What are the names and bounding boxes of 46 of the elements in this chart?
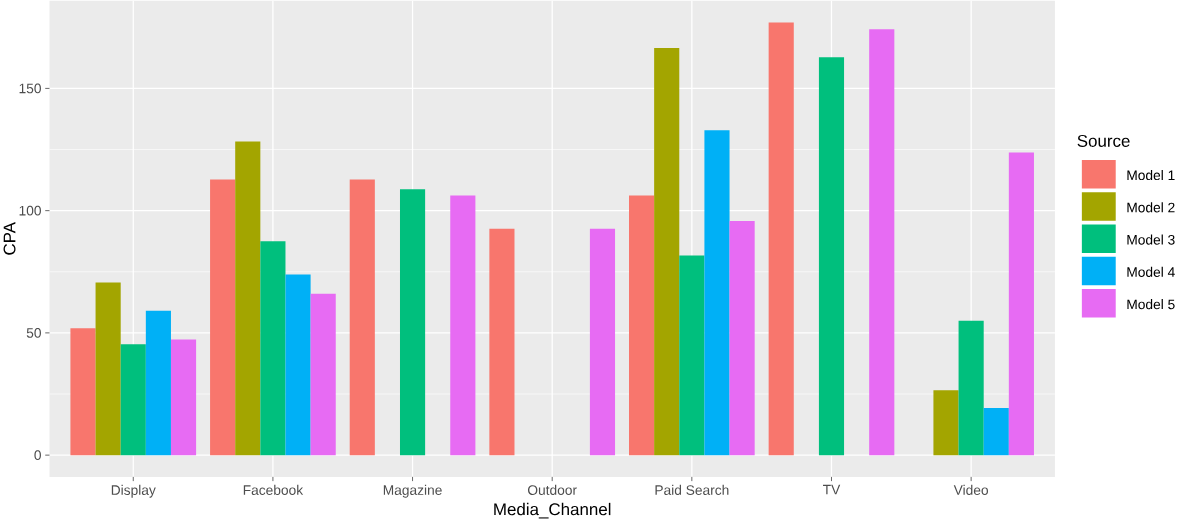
bar: [983, 407, 1009, 456]
bar: [260, 241, 286, 456]
bar: [450, 195, 476, 456]
y-tick-label: 100: [19, 205, 41, 216]
x-tick-label: Paid Search: [655, 484, 729, 495]
bar: [399, 189, 426, 456]
x-tick-label: Outdoor: [527, 484, 577, 495]
bar: [285, 274, 311, 456]
bar: [235, 141, 261, 456]
y-tick-label: 150: [19, 83, 41, 94]
bar: [958, 320, 984, 456]
legend-label: Model 5: [1127, 299, 1175, 310]
bar: [310, 293, 336, 456]
x-tick-label: Magazine: [383, 484, 442, 498]
legend-label: Model 3: [1127, 234, 1175, 245]
bar: [210, 179, 236, 456]
x-tick-label: TV: [823, 484, 841, 495]
bar: [1008, 152, 1034, 456]
x-tick-label: Facebook: [243, 484, 304, 495]
bar: [768, 22, 794, 456]
legend-label: Model 1: [1127, 170, 1175, 181]
bar: [120, 344, 146, 456]
bar: [145, 310, 171, 456]
bar: [704, 130, 730, 456]
bar: [70, 328, 96, 456]
bar: [489, 228, 515, 456]
bar: [349, 179, 375, 456]
bar: [869, 29, 895, 456]
y-tick-label: 0: [34, 450, 41, 460]
bar: [654, 48, 680, 456]
x-tick-label: Display: [111, 484, 156, 498]
legend-title: Source: [1077, 134, 1130, 147]
y-tick-label: 50: [26, 328, 41, 338]
legend-label: Model 2: [1127, 202, 1175, 213]
bar: [629, 195, 655, 456]
bar: [589, 228, 616, 456]
y-axis-title: CPA: [3, 222, 16, 255]
bar: [95, 282, 121, 456]
x-tick-label: Video: [953, 484, 989, 495]
legend-label: Model 4: [1127, 266, 1175, 277]
bar: [170, 339, 197, 456]
bar: [818, 57, 845, 456]
x-axis-title: Media_Channel: [494, 502, 611, 519]
bar: [933, 390, 959, 456]
bar: [679, 255, 705, 456]
bar: [729, 220, 755, 456]
